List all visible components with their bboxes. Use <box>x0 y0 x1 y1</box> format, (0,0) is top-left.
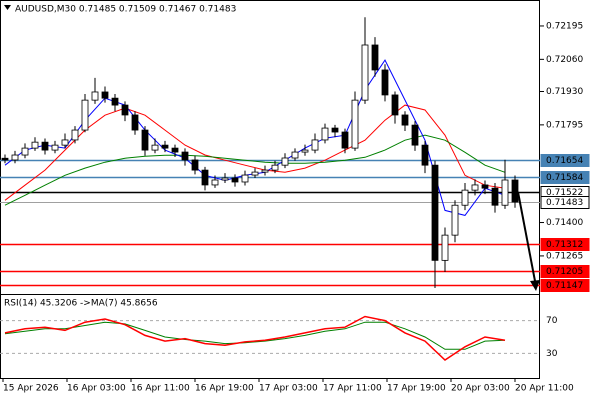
level-label: 0.71654 <box>546 156 583 166</box>
level-label: 0.71147 <box>546 281 583 291</box>
candle-body <box>21 147 29 156</box>
rsi-tick-label: 30 <box>546 349 558 359</box>
y-tick-label: 0.71400 <box>546 218 583 228</box>
y-tick-label: 0.72195 <box>546 21 583 31</box>
x-tick-label: 20 Apr 11:00 <box>515 384 574 394</box>
candle-body <box>511 179 519 203</box>
candle-body <box>31 141 39 149</box>
arrow-line <box>517 191 536 282</box>
candle-body <box>181 151 189 161</box>
rsi-label: RSI(14) 45.3206 ->MA(7) 45.8656 <box>4 299 158 309</box>
candle-body <box>451 204 459 236</box>
candle-body <box>361 44 369 101</box>
moving-average <box>4 134 506 206</box>
rsi-tick-label: 70 <box>546 316 558 326</box>
candle-body <box>151 144 159 151</box>
arrow-head <box>530 280 540 291</box>
candle-body <box>421 144 429 166</box>
candle-body <box>191 159 199 171</box>
candle-body <box>241 174 249 183</box>
candle-body <box>261 169 269 173</box>
candle-body <box>461 189 469 206</box>
level-label: 0.71584 <box>546 173 583 183</box>
x-tick-label: 20 Apr 03:00 <box>451 384 510 394</box>
candle-body <box>491 187 499 206</box>
level-box <box>540 238 590 251</box>
candle-body <box>251 171 259 176</box>
candle-body <box>121 104 129 116</box>
candle-body <box>311 139 319 151</box>
x-tick-label: 16 Apr 11:00 <box>131 384 190 394</box>
candle-body <box>131 114 139 131</box>
x-tick-label: 17 Apr 11:00 <box>323 384 382 394</box>
chart-title: AUDUSD,M30 0.71485 0.71509 0.71467 0.714… <box>15 5 236 15</box>
candle-body <box>341 131 349 149</box>
candle-body <box>281 157 289 166</box>
candle-body <box>441 234 449 261</box>
level-box <box>540 171 590 184</box>
candle-body <box>1 157 9 161</box>
candle-body <box>271 164 279 171</box>
level-box <box>540 154 590 167</box>
y-tick-label: 0.71265 <box>546 251 583 261</box>
y-tick-label: 0.71795 <box>546 120 583 130</box>
candle-body <box>231 177 239 183</box>
candle-body <box>91 91 99 101</box>
candle-body <box>401 114 409 126</box>
candle-body <box>411 124 419 146</box>
x-tick-label: 16 Apr 19:00 <box>195 384 254 394</box>
candle-body <box>381 69 389 96</box>
candle-body <box>211 179 219 186</box>
candle-body <box>331 127 339 133</box>
rsi-line <box>4 315 506 361</box>
candle-body <box>41 141 49 151</box>
rsi-line <box>4 321 506 350</box>
candle-body <box>391 94 399 116</box>
level-label: 0.71483 <box>546 198 583 208</box>
y-tick-label: 0.71930 <box>546 87 583 97</box>
candle-body <box>111 97 119 106</box>
level-box <box>540 279 590 292</box>
x-tick-label: 16 Apr 03:00 <box>67 384 126 394</box>
candle-body <box>351 99 359 149</box>
candle-body <box>101 91 109 99</box>
level-label: 0.71312 <box>546 240 583 250</box>
candle-body <box>301 149 309 153</box>
candle-body <box>481 184 489 189</box>
candle-body <box>71 129 79 141</box>
level-box <box>540 265 590 278</box>
candle-body <box>291 151 299 159</box>
plot-frame <box>0 0 540 379</box>
candle-body <box>171 147 179 153</box>
candle-body <box>221 177 229 181</box>
x-tick-label: 17 Apr 03:00 <box>259 384 318 394</box>
candle-body <box>61 139 69 146</box>
level-label: 0.71205 <box>546 267 583 277</box>
candle-body <box>431 164 439 261</box>
candle-body <box>321 127 329 141</box>
candle-body <box>201 169 209 186</box>
candle-body <box>51 144 59 151</box>
candle-body <box>141 129 149 151</box>
candle-body <box>161 144 169 149</box>
candle-body <box>81 99 89 131</box>
x-tick-label: 15 Apr 2026 <box>3 384 59 394</box>
candle-body <box>11 154 19 161</box>
level-label: 0.71522 <box>546 188 583 198</box>
level-box <box>540 196 590 209</box>
candle-body <box>471 184 479 191</box>
candle-body <box>371 44 379 71</box>
y-tick-label: 0.72060 <box>546 55 583 65</box>
collapse-icon <box>4 5 11 10</box>
x-tick-label: 17 Apr 19:00 <box>387 384 446 394</box>
candle-body <box>501 179 509 206</box>
